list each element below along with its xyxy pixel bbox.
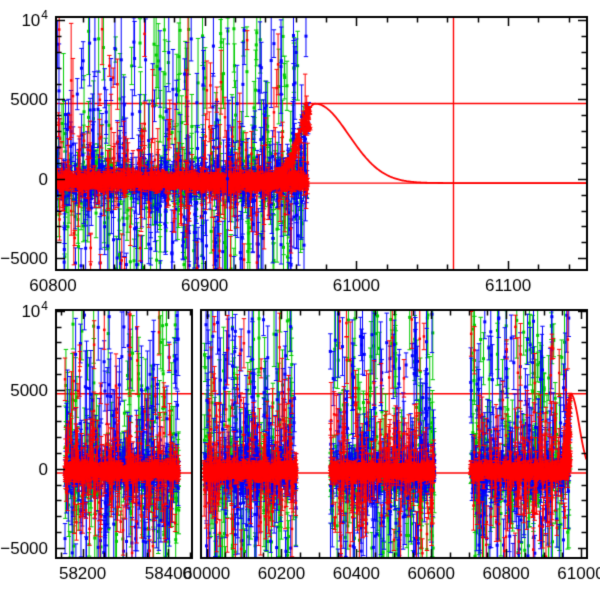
dual-panel-light-curve-figure xyxy=(0,0,600,600)
light-curve-canvas xyxy=(0,0,600,600)
